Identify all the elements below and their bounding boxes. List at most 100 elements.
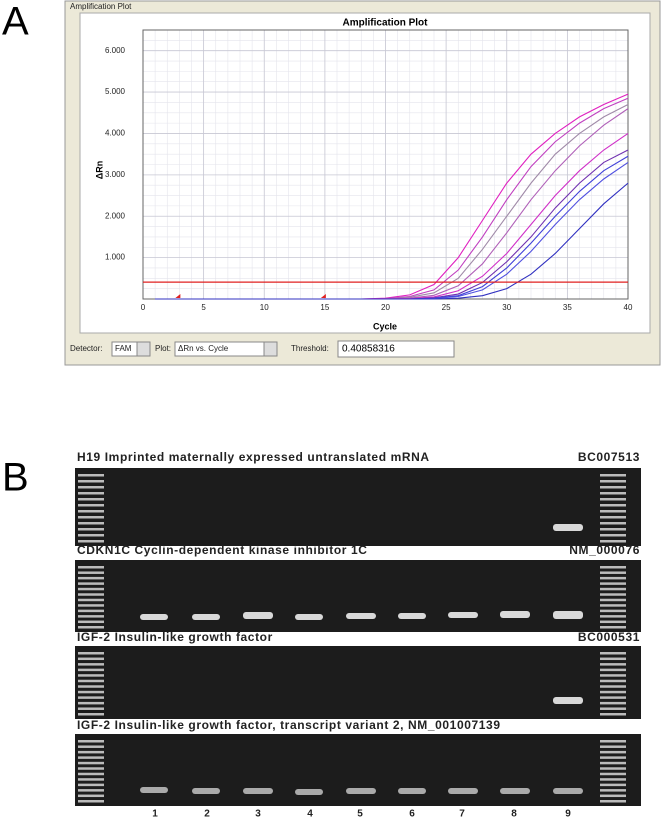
ladder-band xyxy=(600,783,626,787)
y-tick-label: 5.000 xyxy=(105,87,126,96)
y-tick-label: 2.000 xyxy=(105,211,126,220)
ladder-band xyxy=(600,474,626,477)
x-tick-label: 5 xyxy=(201,303,206,312)
x-tick-label: 15 xyxy=(320,303,329,312)
x-tick-label: 35 xyxy=(563,303,572,312)
threshold-input[interactable] xyxy=(337,340,455,358)
ladder-band xyxy=(78,522,104,525)
x-tick-label: 0 xyxy=(141,303,146,312)
threshold-value: 0.40858316 xyxy=(342,344,395,355)
ladder-band xyxy=(78,626,104,629)
threshold-label: Threshold: xyxy=(291,344,329,353)
ladder-band xyxy=(600,534,626,537)
bands xyxy=(140,524,583,795)
ladder-band xyxy=(600,674,626,677)
ladder-band xyxy=(600,713,626,716)
gel xyxy=(75,560,641,632)
ladder-band xyxy=(600,663,626,666)
ladder-band xyxy=(78,772,104,776)
ladder-band xyxy=(78,609,104,613)
ladder-band xyxy=(600,756,626,759)
ladder-band xyxy=(78,566,104,569)
ladder-band xyxy=(600,794,626,798)
y-tick-label: 3.000 xyxy=(105,170,126,179)
ladder-band xyxy=(600,528,626,531)
ladder-band xyxy=(78,492,104,495)
x-axis-label: Cycle xyxy=(373,321,397,331)
ladder-band xyxy=(600,604,626,607)
gel-accession: NM_000076 xyxy=(569,543,640,557)
lane-label: 5 xyxy=(357,809,363,820)
ladder-band xyxy=(78,528,104,531)
ladder-band xyxy=(78,696,104,699)
ladder-band xyxy=(78,668,104,672)
ladder-band xyxy=(78,701,104,705)
gel-title: IGF-2 Insulin-like growth factor xyxy=(77,630,273,644)
ladder-band xyxy=(600,615,626,618)
ladder-band xyxy=(600,657,626,661)
ladder-band xyxy=(78,540,104,543)
ladder-band xyxy=(600,510,626,513)
detector-value: FAM xyxy=(115,344,132,353)
ladder-band xyxy=(78,740,104,743)
ladder-band xyxy=(78,582,104,585)
ladder-band xyxy=(78,504,104,507)
ladder-band xyxy=(600,745,626,748)
gel-title: CDKN1C Cyclin-dependent kinase inhibitor… xyxy=(77,543,368,557)
ladder-band xyxy=(78,534,104,537)
lane-label: 2 xyxy=(204,809,210,820)
y-tick-label: 4.000 xyxy=(105,129,126,138)
ladder-band xyxy=(600,522,626,525)
ladder-band xyxy=(600,480,626,483)
ladder-band xyxy=(78,498,104,501)
ladder-band xyxy=(78,604,104,607)
ladder-band xyxy=(600,587,626,591)
x-tick-label: 30 xyxy=(502,303,511,312)
lane-label: 6 xyxy=(409,809,415,820)
ladder-band xyxy=(600,668,626,672)
ladder-band xyxy=(78,510,104,513)
ladder-band xyxy=(600,566,626,569)
ladder-band xyxy=(600,696,626,699)
plot-value: ΔRn vs. Cycle xyxy=(178,344,229,353)
ladder-band xyxy=(78,756,104,759)
gel xyxy=(75,468,641,546)
ladder-band xyxy=(78,598,104,602)
ladder-band xyxy=(600,571,626,574)
lane-label: 3 xyxy=(255,809,261,820)
ladder-band xyxy=(600,582,626,585)
y-axis-label: ΔRn xyxy=(94,161,104,179)
ladder-band xyxy=(600,486,626,489)
lane-label: 9 xyxy=(565,809,571,820)
ladder-band xyxy=(78,480,104,483)
ladder-band xyxy=(78,794,104,798)
ladder-band xyxy=(78,713,104,716)
ladder-band xyxy=(600,620,626,624)
ladder-band xyxy=(600,576,626,580)
baseline-marker xyxy=(175,294,181,298)
ladder-band xyxy=(78,576,104,580)
ladder-band xyxy=(78,783,104,787)
ladder-band xyxy=(600,492,626,495)
ladder-band xyxy=(78,707,104,710)
gel-accession: BC007513 xyxy=(578,450,640,464)
gel-title: IGF-2 Insulin-like growth factor, transc… xyxy=(77,718,501,732)
ladder-band xyxy=(78,767,104,770)
ladder-band xyxy=(78,615,104,618)
ladder-band xyxy=(600,690,626,694)
x-tick-label: 25 xyxy=(442,303,451,312)
ladder-band xyxy=(78,657,104,661)
ladder-band xyxy=(600,593,626,596)
ladder-band xyxy=(600,609,626,613)
ladder-band xyxy=(600,498,626,501)
ladder-band xyxy=(78,587,104,591)
ladder-band xyxy=(600,789,626,792)
ladder-band xyxy=(78,679,104,683)
ladder-band xyxy=(600,504,626,507)
panel-label: B xyxy=(2,456,29,500)
lane-label: 8 xyxy=(511,809,517,820)
x-tick-label: 40 xyxy=(624,303,633,312)
ladder-band xyxy=(78,690,104,694)
ladder-band xyxy=(600,778,626,781)
ladder-band xyxy=(600,516,626,519)
